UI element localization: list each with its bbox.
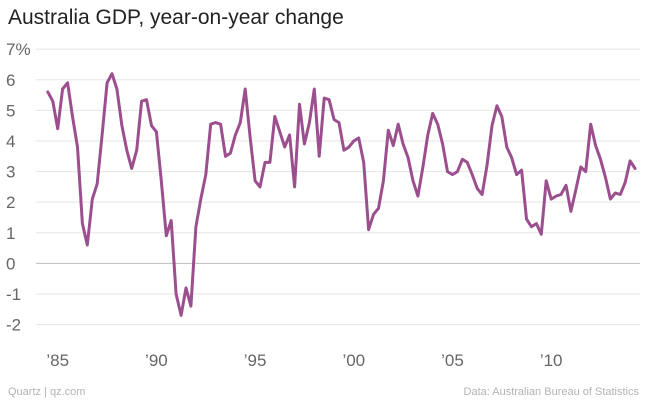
y-tick-label: 0 [6,254,15,273]
footer-source-credit: Quartz | qz.com [8,386,86,398]
x-tick-labels: ’85 ’90 ’95 ’00 ’05 ’10 [46,351,562,370]
y-tick-label: 5 [6,101,15,120]
y-tick-label: 3 [6,163,15,182]
x-tick-label: ’90 [145,351,168,370]
footer-data-source: Data: Australian Bureau of Statistics [463,386,639,398]
y-tick-label: 1 [6,224,15,243]
y-tick-label: -2 [6,316,21,335]
x-tick-label: ’85 [46,351,69,370]
chart-title: Australia GDP, year-on-year change [8,6,344,29]
y-tick-labels: 7% 6 5 4 3 2 1 0 -1 -2 [6,40,31,334]
y-tick-label: 4 [6,132,15,151]
y-tick-label: 7% [6,40,31,59]
y-tick-label: 2 [6,193,15,212]
x-tick-label: ’05 [441,351,464,370]
y-tick-label: 6 [6,71,15,90]
data-series [46,72,637,317]
x-tick-label: ’00 [342,351,365,370]
y-tick-label: -1 [6,285,21,304]
series-line [46,72,637,317]
x-tick-label: ’10 [540,351,563,370]
x-tick-label: ’95 [244,351,267,370]
